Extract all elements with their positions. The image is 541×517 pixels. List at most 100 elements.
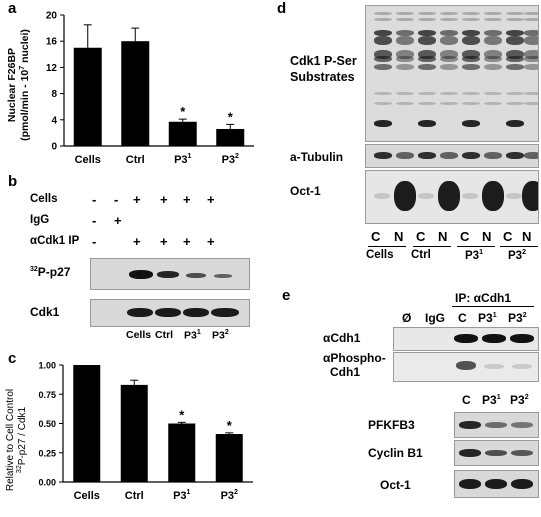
panel-c-label: c [8,350,17,367]
lane-letter-6: C [503,229,513,244]
band [484,64,502,70]
band [396,30,414,36]
band [484,56,502,62]
lane-name: P3 [212,329,225,342]
band [418,193,434,199]
y-tick-label: 1.00 [38,361,56,371]
band [512,364,532,369]
blot-oct1-e [454,470,539,498]
lane-sup: 1 [196,329,201,336]
lane-name: C [458,311,467,325]
band [484,36,502,45]
band [506,64,524,70]
group-label-1: Ctrl [411,249,431,261]
group-label-0: Cells [366,249,394,261]
band [482,334,506,343]
category-label-0: Cells [75,154,101,166]
cond-mark: - [92,213,97,228]
lane-letter-7: N [522,229,532,244]
band [374,152,392,159]
blot-label-phospho-1: αPhospho- [323,351,386,365]
lane-letter-1: N [394,229,404,244]
band [524,92,538,95]
cond-mark: - [92,192,97,207]
panel-c-chart: Relative to Cell Control 32P-p27 / Cdk1 … [5,361,253,502]
band [484,50,502,59]
band [440,102,458,105]
cond-mark: - [92,234,97,249]
panel-e-label: e [282,287,291,304]
blot-p27 [90,258,250,290]
band [459,421,481,429]
bar-3 [216,128,245,146]
band [462,152,480,159]
lane-name: IgG [425,311,445,325]
band [155,308,181,317]
bar-2 [168,121,197,146]
band [506,12,524,15]
band [484,102,502,105]
band [506,50,524,59]
lane-letter-4: C [460,229,470,244]
y-tick-label: 20 [46,11,58,22]
category-name: Cells [75,154,101,166]
band [418,64,436,70]
band [484,18,502,21]
y-tick-label: 0.50 [38,419,56,429]
band [440,50,458,59]
cond-mark: + [114,213,122,228]
band [462,102,480,105]
lane-bottom-2: P32 [510,393,529,407]
band [374,193,390,199]
band [183,308,209,317]
category-name: P3 [173,490,186,502]
band [524,30,538,36]
bar-0 [73,47,102,146]
band [462,12,480,15]
group-name: P3 [465,249,480,262]
category-label-1: Ctrl [125,490,144,502]
band [396,18,414,21]
blot-cdh1 [393,327,539,351]
cond-mark: + [207,234,215,249]
blot-label-p27: 32P-p27 [30,265,70,279]
band [440,30,458,36]
lane-sup: 2 [524,394,529,401]
category-name: Ctrl [126,154,145,166]
y-tick-label: 12 [46,63,58,74]
band [506,30,524,36]
band [511,479,533,489]
band [186,273,206,278]
cond-row-label-1: IgG [30,214,50,226]
blot-label-cdk1: Cdk1 [30,305,60,319]
band [157,271,179,278]
group-underline [500,246,538,247]
band [484,92,502,95]
band [440,56,458,62]
band [462,18,480,21]
band [462,64,480,70]
band [418,92,436,95]
band [374,102,392,105]
band [418,152,436,159]
cond-row-label-2: αCdk1 IP [30,235,80,247]
band [524,102,538,105]
band [506,193,522,199]
lane-name: Ø [402,311,412,325]
ip-underline [452,306,534,307]
band [511,450,533,456]
blot-cdk1 [90,299,250,327]
category-sup: 1 [187,489,191,496]
blot-label-cdh1: αCdh1 [323,331,361,345]
band [396,56,414,62]
band [510,334,534,343]
category-label-2: P31 [174,153,191,166]
band [459,479,481,489]
lane-letter-3: N [438,229,448,244]
band [462,120,480,127]
y-tick-label: 8 [51,89,57,100]
bar-3 [215,434,243,482]
band [456,361,476,370]
y-axis-label-line1: Nuclear F26BP [6,48,18,122]
